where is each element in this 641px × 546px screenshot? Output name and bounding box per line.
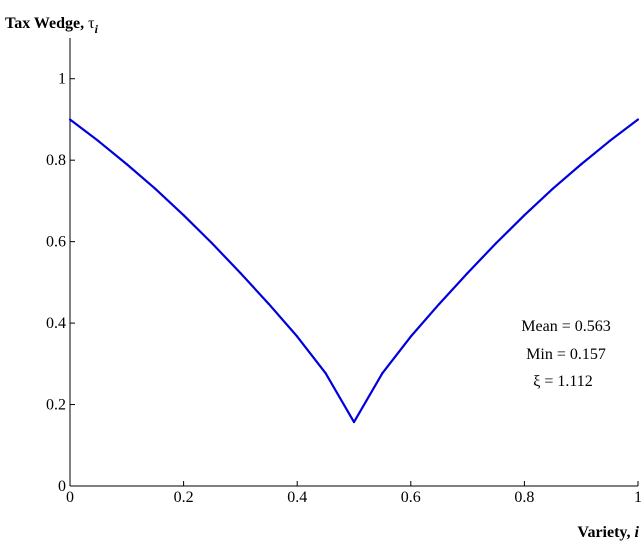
x-tick-label: 0.8 [514,489,534,506]
data-point [608,139,611,143]
data-point [381,372,384,375]
x-tick-label: 1 [634,489,641,506]
data-point [296,335,299,338]
y-tick-label: 0.2 [46,397,66,414]
data-point [324,372,327,375]
x-tick-label: 0.4 [287,489,307,506]
data-point [125,163,128,166]
data-point [352,420,356,424]
y-axis-title-subscript: i [95,22,99,36]
x-ticks: 0 0.2 0.4 0.6 0.8 1 [66,481,641,506]
annotation-mean: Mean = 0.563 [521,318,610,335]
data-point [551,187,554,190]
x-tick-label: 0 [66,489,74,506]
data-point [239,271,242,275]
y-axis-title-text: Tax Wedge, [5,15,88,32]
x-axis-title-text: Variety, [577,524,634,541]
data-point [267,302,270,306]
series-points [68,118,640,424]
y-ticks: 0 0.2 0.4 0.6 0.8 1 [46,71,75,495]
data-point [182,214,185,217]
annotation-min: Min = 0.157 [526,346,606,363]
y-tick-label: 0.6 [46,234,66,251]
data-point [68,118,72,121]
data-point [154,187,157,190]
data-point [636,118,640,121]
x-axis-title: Variety, i [577,524,639,541]
annotation-xi: ξ = 1.112 [533,373,593,390]
y-tick-label: 1 [58,71,66,88]
data-point [409,335,412,338]
y-tick-label: 0 [58,478,66,495]
x-axis-title-italic: i [635,524,640,541]
y-axis-title-symbol: τ [88,15,95,32]
y-axis-title: Tax Wedge, τi [5,15,99,36]
data-point [466,271,469,275]
data-point [494,242,498,245]
x-tick-label: 0.6 [401,489,421,506]
y-tick-label: 0.4 [46,315,66,332]
data-point [523,214,526,217]
data-point [210,242,214,245]
data-point [438,302,441,306]
data-point [580,163,583,166]
x-tick-label: 0.2 [174,489,194,506]
y-tick-label: 0.8 [46,152,66,169]
data-point [97,139,100,143]
